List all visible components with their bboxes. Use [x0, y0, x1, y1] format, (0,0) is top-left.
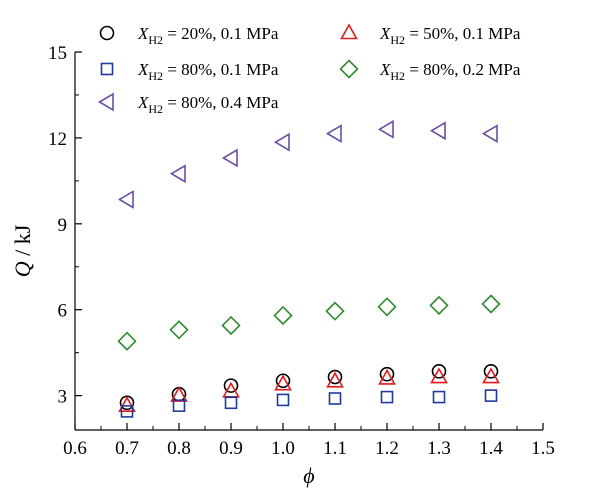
legend-label: XH2 = 50%, 0.1 MPa: [379, 24, 521, 47]
data-point: [377, 297, 397, 317]
legend-symbol: X: [379, 24, 391, 43]
x-tick-label: 0.6: [63, 438, 87, 459]
legend-subscript: H2: [148, 69, 163, 83]
legend-entry: XH2 = 80%, 0.2 MPa: [339, 59, 521, 83]
data-point: [482, 367, 500, 384]
data-point: [170, 385, 188, 402]
x-tick-label: 1.3: [427, 438, 451, 459]
data-point: [169, 164, 186, 184]
data-point: [378, 368, 396, 385]
data-point: [327, 369, 343, 385]
legend-marker: [99, 25, 115, 41]
legend-subscript: H2: [148, 33, 163, 47]
legend-symbol: X: [137, 93, 149, 112]
legend-marker: [340, 23, 358, 40]
data-point: [483, 363, 499, 379]
x-tick-label: 0.9: [219, 438, 243, 459]
legend-subscript: H2: [390, 33, 405, 47]
legend-rest: = 20%, 0.1 MPa: [163, 24, 279, 43]
data-point: [326, 371, 344, 388]
legend-rest: = 80%, 0.1 MPa: [163, 60, 279, 79]
series-4: [117, 294, 501, 351]
y-axis-label-unit: / kJ: [10, 224, 35, 261]
data-point: [169, 320, 189, 340]
data-point: [224, 396, 238, 410]
data-point: [429, 121, 446, 141]
x-tick-label: 1.0: [271, 438, 295, 459]
series-3: [120, 389, 498, 418]
data-point: [484, 389, 498, 402]
data-point: [432, 390, 446, 404]
legend-label: XH2 = 20%, 0.1 MPa: [137, 24, 279, 47]
y-axis-label-symbol: Q: [10, 261, 35, 277]
data-point: [221, 148, 238, 168]
x-tick-label: 0.8: [167, 438, 191, 459]
y-axis-label: Q / kJ: [10, 224, 35, 277]
legend-marker: [339, 59, 359, 79]
data-point: [273, 305, 293, 326]
legend-label: XH2 = 80%, 0.4 MPa: [137, 93, 279, 116]
data-point: [117, 331, 137, 351]
data-point: [273, 132, 290, 152]
legend-subscript: H2: [148, 102, 163, 116]
x-tick-label: 1.2: [375, 438, 399, 459]
data-point: [429, 295, 449, 316]
data-point: [481, 294, 501, 314]
data-point: [379, 366, 395, 382]
legend-rest: = 80%, 0.4 MPa: [163, 93, 279, 112]
data-point: [223, 378, 239, 393]
data-point: [275, 373, 291, 389]
data-point: [431, 363, 447, 379]
legend-entry: XH2 = 80%, 0.1 MPa: [100, 60, 279, 83]
legend-marker: [100, 62, 114, 76]
x-tick-label: 1.1: [323, 438, 347, 459]
x-axis-label: ϕ: [303, 463, 314, 488]
y-tick-label: 6: [58, 301, 68, 322]
series-2: [118, 367, 500, 412]
data-point: [481, 124, 498, 144]
legend-symbol: X: [379, 60, 391, 79]
legend-entry: XH2 = 20%, 0.1 MPa: [99, 24, 279, 47]
ticks: 0.6 0.7 0.8 0.9 1.0 1.1 1.2 1.3 1.4 1.5 3 6 9 12 15: [48, 43, 555, 459]
y-tick-label: 15: [48, 43, 67, 64]
legend-symbol: X: [137, 24, 149, 43]
legend-rest: = 50%, 0.1 MPa: [405, 24, 521, 43]
data-point: [118, 396, 136, 412]
series-5: [117, 119, 498, 209]
data-point: [430, 367, 448, 384]
y-tick-label: 12: [48, 129, 67, 150]
series-1: [119, 363, 499, 411]
data-point: [117, 190, 134, 209]
legend: XH2 = 20%, 0.1 MPa XH2 = 50%, 0.1 MPaXH2 …: [97, 23, 521, 116]
data-point: [325, 301, 345, 321]
data-point: [325, 124, 342, 144]
x-tick-label: 1.4: [479, 438, 503, 459]
data-point: [172, 399, 186, 412]
data-points: [117, 119, 501, 418]
legend-marker: [97, 92, 114, 112]
y-tick-label: 9: [58, 215, 68, 236]
legend-subscript: H2: [390, 69, 405, 83]
legend-entry: XH2 = 80%, 0.4 MPa: [97, 92, 279, 116]
data-point: [221, 315, 241, 336]
data-point: [274, 374, 292, 391]
data-point: [377, 119, 394, 139]
legend-label: XH2 = 80%, 0.2 MPa: [379, 60, 521, 83]
legend-rest: = 80%, 0.2 MPa: [405, 60, 521, 79]
legend-label: XH2 = 80%, 0.1 MPa: [137, 60, 279, 83]
data-point: [120, 405, 134, 418]
legend-symbol: X: [137, 60, 149, 79]
data-point: [276, 393, 290, 407]
x-tick-label: 1.5: [531, 438, 555, 459]
data-point: [380, 390, 394, 404]
x-tick-label: 0.7: [115, 438, 139, 459]
y-tick-label: 3: [58, 387, 68, 408]
data-point: [328, 392, 342, 405]
legend-entry: XH2 = 50%, 0.1 MPa: [340, 23, 521, 47]
